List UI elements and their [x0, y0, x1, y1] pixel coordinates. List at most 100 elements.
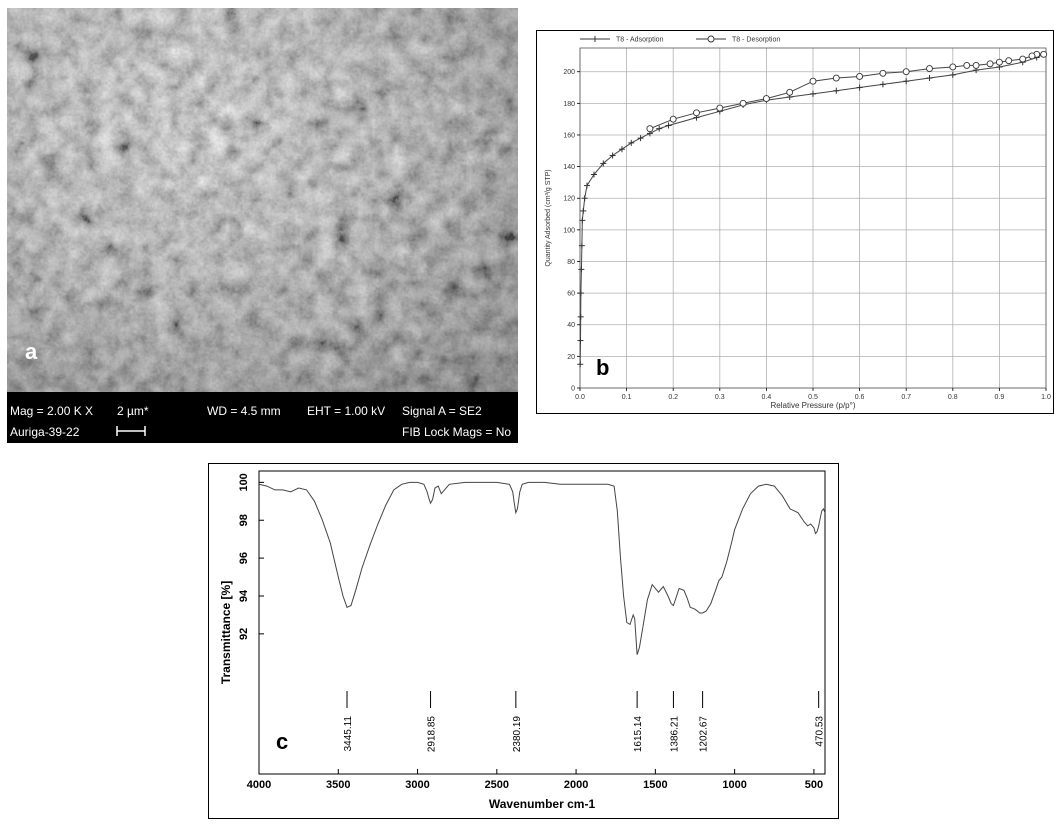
ftir-y-tick-label: 98	[238, 514, 250, 526]
isotherm-y-tick-label: 40	[567, 322, 575, 329]
ftir-x-tick-label: 1500	[643, 779, 667, 791]
adsorption-point	[628, 139, 635, 146]
adsorption-point	[665, 122, 672, 129]
desorption-point	[646, 125, 654, 133]
desorption-point	[809, 77, 817, 85]
isotherm-x-tick-label: 0.9	[995, 394, 1005, 401]
isotherm-y-tick-label: 100	[563, 227, 575, 234]
desorption-point	[926, 65, 933, 73]
sem-scale-label: 2 µm*	[117, 404, 149, 418]
desorption-point	[949, 63, 957, 71]
desorption-point	[963, 61, 971, 69]
desorption-point	[716, 104, 724, 112]
ftir-x-tick-label: 3000	[405, 779, 429, 791]
ftir-y-tick-label: 100	[238, 473, 250, 491]
ftir-x-tick-label: 3500	[326, 779, 350, 791]
ftir-x-tick-label: 2000	[564, 779, 588, 791]
desorption-point	[856, 73, 864, 80]
isotherm-y-tick-label: 200	[563, 69, 575, 76]
sem-info-bar	[7, 392, 518, 443]
adsorption-point	[580, 207, 587, 214]
desorption-point	[995, 58, 1003, 66]
panel-c-label: c	[276, 729, 288, 754]
adsorption-point	[578, 242, 585, 249]
sem-image: a Mag = 2.00 K X 2 µm* WD = 4.5 mm EHT =…	[7, 8, 518, 443]
adsorption-point	[879, 81, 886, 88]
adsorption-point	[926, 75, 933, 82]
adsorption-point	[637, 135, 644, 142]
isotherm-x-tick-label: 0.3	[715, 394, 725, 401]
desorption-point	[739, 99, 747, 107]
sem-eht: EHT = 1.00 kV	[307, 404, 385, 418]
adsorption-point	[581, 195, 588, 202]
ftir-panel: 4000 3500 3000 2500 2000 1500 1000 500 92 94 96 98 1…	[208, 463, 839, 819]
ftir-x-tick-label: 4000	[247, 779, 271, 791]
ftir-peak-label: 1202.67	[699, 716, 710, 753]
legend-entry: T8 - Adsorption	[616, 37, 664, 44]
sem-signal: Signal A = SE2	[402, 404, 482, 418]
panel-b-label: b	[596, 355, 609, 380]
ftir-peak-label: 1615.14	[633, 716, 644, 753]
adsorption-point	[590, 171, 597, 178]
adsorption-point	[579, 217, 586, 224]
isotherm-y-tick-label: 0	[571, 386, 575, 393]
ftir-y-tick-label: 92	[238, 628, 250, 640]
adsorption-point	[577, 313, 584, 320]
adsorption-point	[577, 337, 584, 344]
desorption-point	[1005, 57, 1013, 65]
adsorption-point	[618, 146, 625, 153]
isotherm-x-tick-label: 0.0	[575, 394, 585, 401]
isotherm-x-tick-label: 0.6	[855, 394, 865, 401]
adsorption-point	[833, 87, 840, 94]
adsorption-point	[577, 290, 584, 297]
isotherm-y-tick-label: 140	[563, 164, 575, 171]
adsorption-point	[577, 361, 584, 368]
ftir-y-tick-label: 96	[238, 552, 250, 564]
desorption-point	[669, 115, 677, 123]
sem-scale-bar	[116, 426, 146, 436]
isotherm-x-tick-label: 0.5	[808, 394, 818, 401]
adsorption-point	[578, 266, 585, 273]
ftir-y-axis-label: Transmittance [%]	[219, 581, 233, 684]
adsorption-point	[810, 90, 816, 97]
isotherm-x-tick-label: 0.4	[762, 394, 772, 401]
isotherm-chart: 0.0 0.1 0.2 0.3 0.4 0.5 0.6 0.7 0.8 0.9 1.0 0 20 40 60…	[536, 30, 1054, 414]
desorption-point	[986, 60, 994, 68]
isotherm-panel: 0.0 0.1 0.2 0.3 0.4 0.5 0.6 0.7 0.8 0.9 1.0 0 20 40 60…	[536, 30, 1054, 414]
sem-panel: a Mag = 2.00 K X 2 µm* WD = 4.5 mm EHT =…	[7, 8, 518, 443]
desorption-point	[1028, 52, 1036, 60]
adsorption-series-line	[579, 53, 1044, 365]
ftir-peak-label: 2380.19	[512, 716, 523, 753]
legend-entry: T8 - Desorption	[732, 37, 780, 44]
adsorption-point	[949, 71, 956, 78]
isotherm-y-tick-label: 20	[567, 354, 575, 361]
ftir-chart: 4000 3500 3000 2500 2000 1500 1000 500 92 94 96 98 1…	[208, 463, 839, 819]
adsorption-point	[903, 78, 910, 85]
desorption-point	[879, 69, 887, 77]
adsorption-point	[856, 84, 863, 91]
isotherm-legend: T8 - Adsorption T8 - Desorption	[580, 35, 780, 44]
isotherm-y-tick-label: 160	[563, 132, 575, 139]
ftir-y-tick-label: 94	[238, 589, 250, 602]
isotherm-x-tick-label: 0.8	[948, 394, 958, 401]
isotherm-y-tick-label: 80	[567, 259, 575, 266]
ftir-x-tick-label: 1000	[722, 779, 746, 791]
isotherm-x-tick-label: 1.0	[1041, 394, 1051, 401]
desorption-point	[1019, 55, 1027, 63]
desorption-point	[972, 61, 980, 69]
adsorption-point	[656, 125, 663, 132]
desorption-point	[902, 68, 910, 76]
isotherm-x-axis-label: Relative Pressure (p/p°)	[770, 401, 855, 410]
ftir-spectrum-line	[258, 481, 826, 655]
adsorption-point	[583, 182, 590, 189]
desorption-point	[786, 88, 794, 96]
ftir-peak-label: 3445.11	[343, 716, 354, 752]
desorption-point	[832, 74, 840, 82]
ftir-peak-label: 2918.85	[427, 716, 438, 753]
ftir-peak-label: 1386.21	[669, 716, 680, 753]
sem-mag: Mag = 2.00 K X	[10, 404, 93, 418]
ftir-x-tick-label: 2500	[485, 779, 509, 791]
ftir-peak-label: 470.53	[815, 716, 826, 747]
isotherm-x-tick-label: 0.2	[668, 394, 678, 401]
isotherm-y-tick-label: 60	[567, 291, 575, 298]
